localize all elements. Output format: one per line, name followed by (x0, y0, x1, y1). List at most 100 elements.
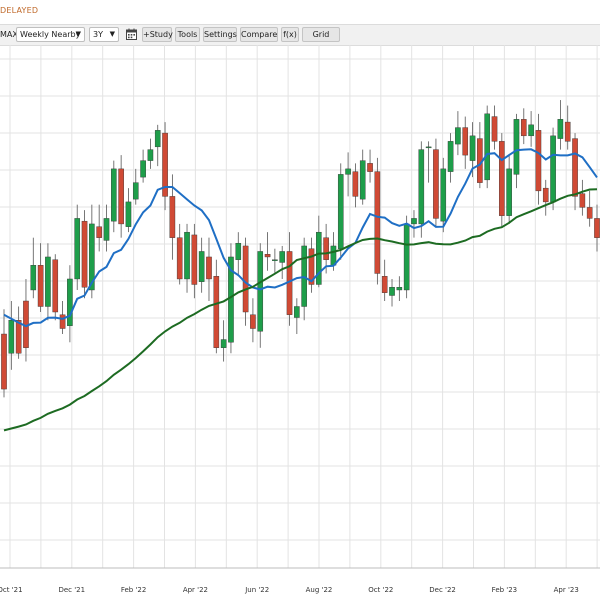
candle-body-up (74, 218, 81, 280)
candle (213, 259, 220, 354)
candle (30, 237, 37, 299)
candle (308, 237, 315, 293)
candle-body-up (447, 141, 454, 172)
range-select[interactable]: 3Y ▼ (89, 27, 119, 42)
candle-body-down (59, 314, 66, 329)
candle (352, 163, 359, 208)
candle-body-down (242, 245, 249, 313)
candle-body-up (418, 149, 425, 225)
x-tick-label: Dec '22 (429, 586, 456, 594)
candle (191, 223, 198, 299)
x-tick-label: Oct '21 (0, 586, 23, 594)
top-status-bar: DELAYED (0, 0, 600, 24)
candle (499, 133, 505, 227)
candle (528, 111, 534, 147)
candle-body-up (513, 119, 520, 175)
candle-body-down (323, 237, 329, 260)
candle (176, 223, 183, 285)
candle-body-down (586, 207, 593, 219)
contract-select-value: Weekly Nearby (20, 30, 81, 39)
candle (118, 155, 124, 238)
candle-body-up (396, 287, 403, 291)
candle-body-up (220, 339, 227, 348)
candle (572, 133, 578, 211)
candle-body-down (462, 127, 469, 156)
candle-body-up (45, 256, 51, 307)
candle-body-down (250, 314, 256, 329)
candle (462, 116, 469, 169)
candle (45, 243, 51, 321)
candle-body-up (8, 320, 15, 354)
candle-body-up (140, 160, 146, 178)
candle (520, 108, 527, 145)
candle-body-down (96, 226, 102, 238)
candle (169, 174, 176, 260)
candle (323, 223, 329, 274)
candle-body-up (337, 174, 344, 249)
candle (15, 306, 22, 359)
price-chart[interactable]: Oct '21 Dec '21 Feb '22 Apr '22 Jun '22 Aug '… (0, 45, 600, 600)
moving-average-lines (3, 148, 598, 432)
candle (103, 204, 110, 252)
candle-body-down (118, 168, 124, 225)
tools-button[interactable]: Tools (175, 27, 200, 42)
candle-body-down (499, 141, 505, 216)
x-tick-label: Feb '23 (492, 586, 517, 594)
candle (564, 105, 571, 150)
candle-body-up (147, 149, 154, 161)
candle-body-up (154, 130, 161, 148)
period-prefix-label: MAX (0, 30, 18, 39)
compare-button[interactable]: Compare (240, 27, 278, 42)
candle (220, 320, 227, 362)
candle-body-up (403, 223, 410, 291)
candle (477, 122, 483, 189)
candle-body-down (433, 149, 439, 219)
x-tick-label: Dec '21 (58, 586, 85, 594)
candle (359, 149, 366, 205)
candle (550, 127, 556, 211)
candle-body-down (579, 193, 586, 208)
candle-body-up (484, 113, 490, 181)
candle (396, 276, 403, 301)
chart-grid (0, 45, 600, 569)
candle (535, 113, 542, 205)
candle (491, 105, 498, 150)
candle (52, 254, 59, 321)
x-axis: Oct '21 Dec '21 Feb '22 Apr '22 Jun '22 Aug '… (0, 586, 579, 594)
candle (235, 232, 242, 277)
candle-body-down (191, 234, 198, 285)
candle-body-down (572, 138, 578, 197)
candle-body-up (279, 251, 285, 263)
candle (264, 232, 271, 271)
candle (132, 168, 139, 205)
grid-button[interactable]: Grid (302, 27, 340, 42)
contract-select[interactable]: Weekly Nearby ▼ (16, 27, 85, 42)
candle-body-down (52, 259, 59, 313)
candle (111, 160, 117, 233)
candle-body-down (169, 196, 176, 238)
candle (367, 149, 373, 183)
candle-body-up (30, 265, 37, 291)
candle-body-up (132, 182, 139, 200)
candle (1, 309, 7, 398)
function-button[interactable]: f(x) (281, 27, 299, 42)
candle (125, 188, 132, 233)
add-study-button[interactable]: +Study (142, 27, 173, 42)
candle (345, 152, 351, 197)
candle-body-up (557, 119, 564, 139)
candle-body-down (37, 265, 44, 307)
candle (206, 237, 212, 301)
candle-body-up (550, 135, 556, 203)
candle-body-up (528, 124, 534, 137)
candle-body-down (542, 187, 549, 203)
candle-body-up (235, 242, 242, 260)
candle-body-up (316, 231, 322, 285)
x-tick-label: Jun '22 (244, 586, 269, 594)
candle (425, 141, 432, 183)
chevron-down-icon: ▼ (109, 30, 115, 38)
candle (484, 105, 490, 189)
candle-body-up (184, 231, 190, 280)
candle (162, 122, 168, 211)
settings-button[interactable]: Settings (203, 27, 237, 42)
calendar-icon[interactable] (126, 28, 137, 40)
